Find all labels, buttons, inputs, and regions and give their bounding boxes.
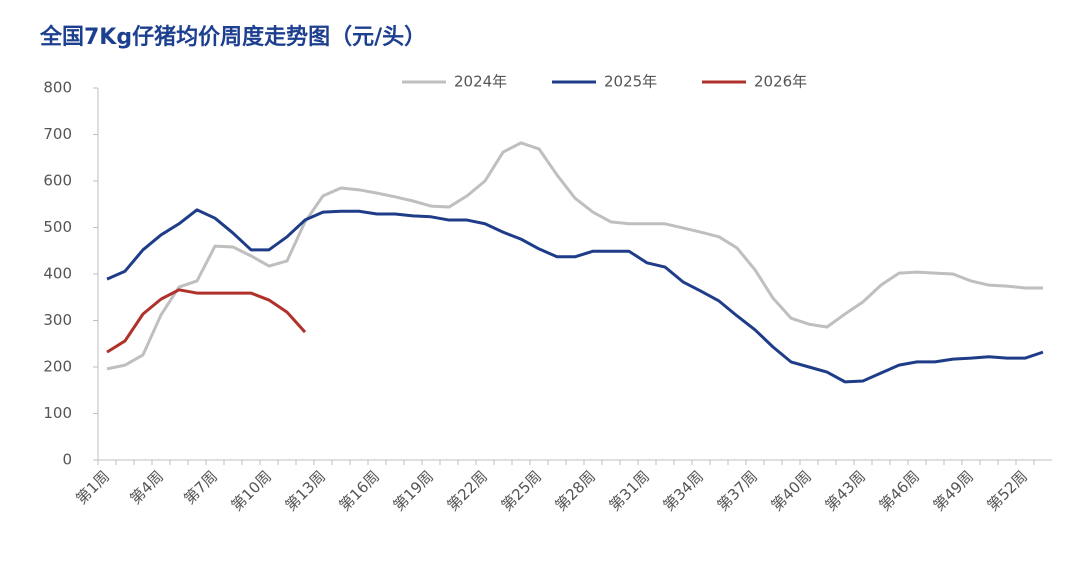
y-tick-label: 100 (43, 404, 72, 422)
legend-label: 2026年 (754, 73, 807, 91)
x-tick-label: 第7周 (180, 467, 221, 508)
y-tick-label: 300 (43, 311, 72, 329)
legend-label: 2024年 (454, 73, 507, 91)
y-tick-label: 600 (43, 172, 72, 190)
x-tick-label: 第52周 (984, 467, 1031, 514)
x-tick-label: 第28周 (552, 467, 599, 514)
legend-label: 2025年 (604, 73, 657, 91)
x-tick-label: 第40周 (768, 467, 815, 514)
x-tick-label: 第4周 (126, 467, 167, 508)
x-tick-label: 第37周 (714, 467, 761, 514)
y-tick-label: 400 (43, 265, 72, 283)
x-tick-label: 第49周 (930, 467, 977, 514)
series-line (106, 141, 1043, 371)
x-tick-label: 第10周 (228, 467, 275, 514)
series-line (106, 288, 307, 354)
x-tick-label: 第19周 (390, 467, 437, 514)
x-tick-label: 第46周 (876, 467, 923, 514)
x-tick-label: 第1周 (72, 467, 113, 508)
y-tick-label: 0 (62, 451, 72, 469)
x-tick-label: 第25周 (498, 467, 545, 514)
x-tick-label: 第43周 (822, 467, 869, 514)
x-tick-label: 第31周 (606, 467, 653, 514)
x-tick-label: 第13周 (282, 467, 329, 514)
y-tick-label: 500 (43, 218, 72, 236)
y-tick-label: 200 (43, 358, 72, 376)
series-line (106, 208, 1044, 384)
y-tick-label: 700 (43, 125, 72, 143)
x-tick-label: 第16周 (336, 467, 383, 514)
x-tick-label: 第34周 (660, 467, 707, 514)
y-tick-label: 800 (43, 79, 72, 97)
chart-title: 全国7Kg仔猪均价周度走势图（元/头） (39, 24, 426, 50)
x-tick-label: 第22周 (444, 467, 491, 514)
